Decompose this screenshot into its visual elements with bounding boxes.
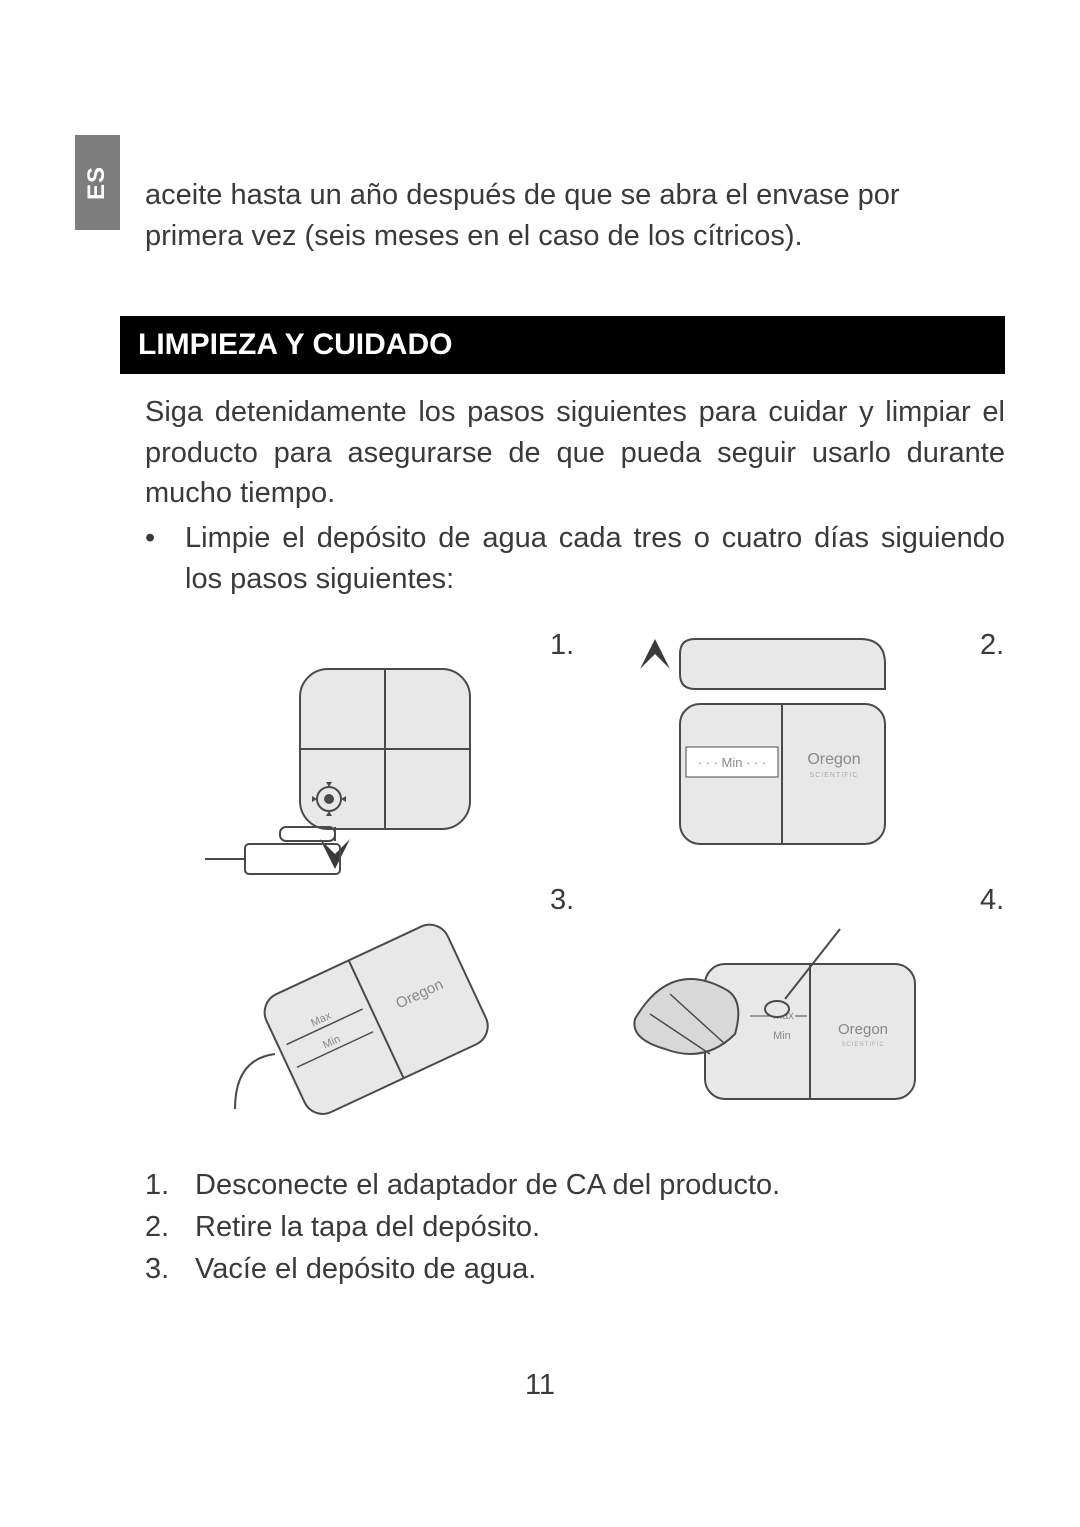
diagram-label-1: 1. xyxy=(550,629,574,662)
step-text: Vacíe el depósito de agua. xyxy=(195,1248,536,1290)
svg-text:· · · Min · · ·: · · · Min · · · xyxy=(698,755,767,770)
list-item: 3. Vacíe el depósito de agua. xyxy=(145,1248,1005,1290)
diagram-2: · · · Min · · · Oregon SCIENTIFIC xyxy=(600,629,960,859)
diagram-1 xyxy=(185,659,545,879)
page-content: aceite hasta un año después de que se ab… xyxy=(145,175,1005,1290)
diagram-label-4: 4. xyxy=(980,884,1004,917)
diagram-label-2: 2. xyxy=(980,629,1004,662)
step-number: 3. xyxy=(145,1248,195,1290)
steps-list: 1. Desconecte el adaptador de CA del pro… xyxy=(145,1164,1005,1290)
list-item: 2. Retire la tapa del depósito. xyxy=(145,1206,1005,1248)
bullet-text: Limpie el depósito de agua cada tres o c… xyxy=(185,518,1005,599)
language-code: ES xyxy=(83,165,111,199)
language-tab: ES xyxy=(75,135,120,230)
diagram-3: Max Min Oregon xyxy=(165,899,555,1119)
section-paragraph: Siga detenidamente los pasos siguientes … xyxy=(145,392,1005,514)
svg-text:Oregon: Oregon xyxy=(838,1021,888,1038)
svg-text:SCIENTIFIC: SCIENTIFIC xyxy=(841,1042,884,1048)
svg-text:SCIENTIFIC: SCIENTIFIC xyxy=(810,772,859,779)
list-item: 1. Desconecte el adaptador de CA del pro… xyxy=(145,1164,1005,1206)
bullet-item: • Limpie el depósito de agua cada tres o… xyxy=(145,518,1005,599)
svg-text:Min: Min xyxy=(773,1030,791,1042)
diagram-area: 1. 2. 3. 4. xyxy=(145,624,1005,1134)
step-text: Retire la tapa del depósito. xyxy=(195,1206,540,1248)
svg-text:Oregon: Oregon xyxy=(807,751,860,768)
step-text: Desconecte el adaptador de CA del produc… xyxy=(195,1164,780,1206)
section-header: LIMPIEZA Y CUIDADO xyxy=(120,316,1005,374)
intro-paragraph: aceite hasta un año después de que se ab… xyxy=(145,175,1005,256)
diagram-4: Max Min Oregon SCIENTIFIC xyxy=(575,904,965,1114)
step-number: 2. xyxy=(145,1206,195,1248)
step-number: 1. xyxy=(145,1164,195,1206)
page-number: 11 xyxy=(0,1369,1080,1402)
bullet-marker: • xyxy=(145,518,185,559)
